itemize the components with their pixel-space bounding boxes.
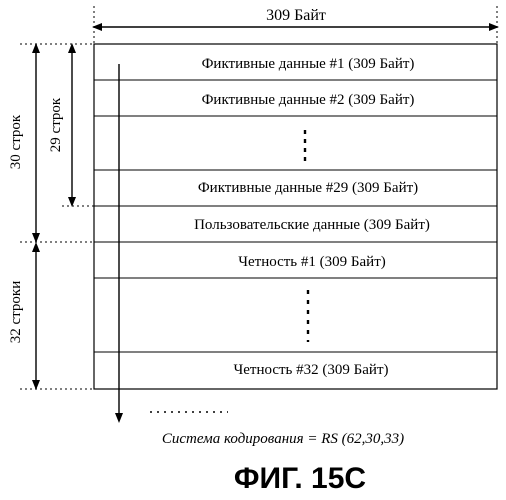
- figure-caption: ФИГ. 15С: [234, 462, 366, 495]
- top-dimension: 309 Байт: [94, 6, 497, 44]
- rows-32-label: 32 строки: [8, 281, 24, 343]
- row-dividers: [94, 80, 497, 352]
- row-dummy-data-2: Фиктивные данные #2 (309 Байт): [202, 92, 415, 108]
- row-parity-1: Четность #1 (309 Байт): [238, 254, 386, 270]
- row-parity-32: Четность #32 (309 Байт): [233, 362, 388, 378]
- coding-scheme-note: Система кодирования = RS (62,30,33): [162, 431, 404, 447]
- rows-30-label: 30 строк: [8, 114, 24, 169]
- rows-29-label: 29 строк: [48, 97, 64, 152]
- row-dummy-data-1: Фиктивные данные #1 (309 Байт): [202, 56, 415, 72]
- row-user-data: Пользовательские данные (309 Байт): [194, 217, 430, 233]
- width-label: 309 Байт: [266, 7, 326, 24]
- row-dummy-data-29: Фиктивные данные #29 (309 Байт): [198, 180, 418, 196]
- side-dimension-guides: [20, 44, 94, 389]
